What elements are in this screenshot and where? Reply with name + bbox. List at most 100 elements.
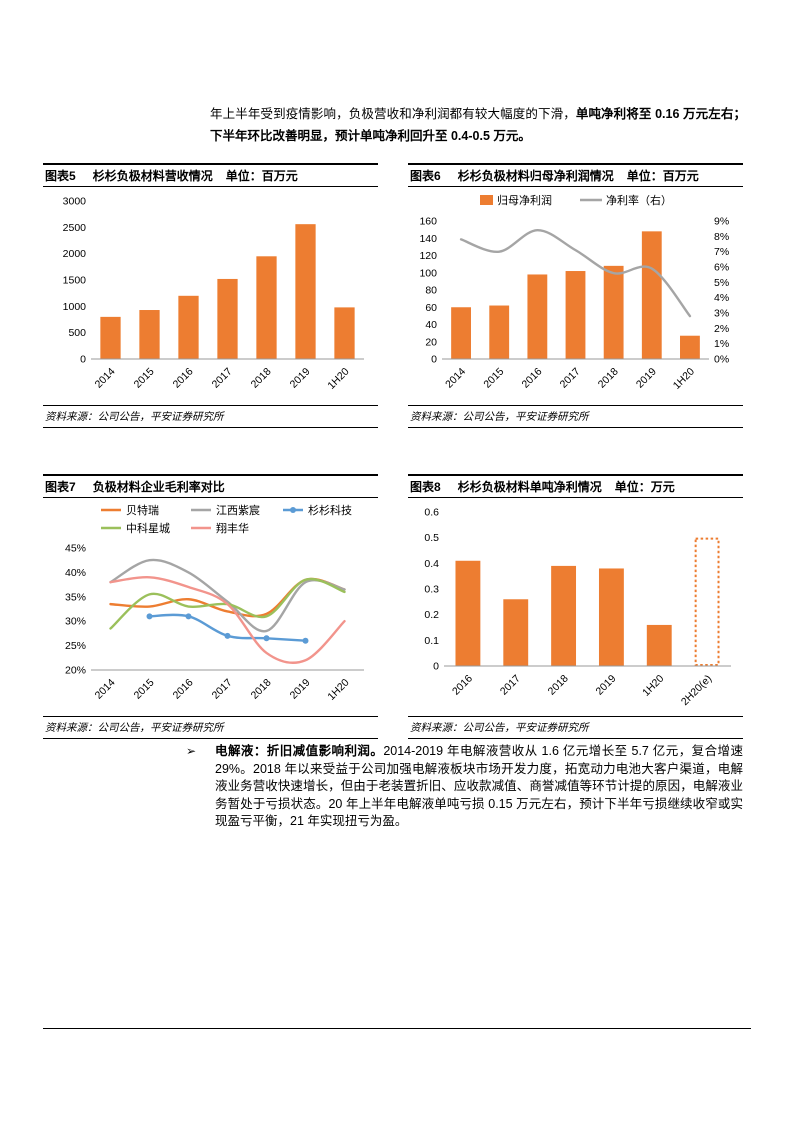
figure-5-block: 图表5 杉杉负极材料营收情况 单位：百万元 0 500 1000 1500 2000 25… — [43, 163, 378, 428]
footer-divider — [43, 1028, 751, 1029]
svg-text:归母净利润: 归母净利润 — [497, 193, 552, 207]
svg-text:7%: 7% — [714, 246, 729, 258]
svg-text:2019: 2019 — [288, 677, 313, 702]
bullet-paragraph: 电解液：折旧减值影响利润。2014-2019 年电解液营收从 1.6 亿元增长至… — [215, 743, 743, 831]
svg-text:8%: 8% — [714, 231, 729, 243]
svg-text:20: 20 — [425, 336, 437, 348]
svg-text:2016: 2016 — [450, 673, 475, 698]
figure-unit: 单位：百万元 — [225, 169, 298, 183]
svg-text:2016: 2016 — [519, 366, 544, 391]
svg-text:0.6: 0.6 — [424, 507, 439, 519]
svg-text:140: 140 — [419, 233, 437, 245]
svg-text:160: 160 — [419, 216, 437, 228]
svg-text:2000: 2000 — [63, 248, 87, 260]
svg-text:2017: 2017 — [210, 366, 235, 391]
revenue-bar-chart: 0 500 1000 1500 2000 2500 3000 2014 2015 2016 2017… — [63, 196, 364, 392]
svg-text:江西紫宸: 江西紫宸 — [216, 503, 260, 517]
svg-text:0.1: 0.1 — [424, 635, 439, 647]
figure-7-block: 图表7 负极材料企业毛利率对比 20% 25% 30% 35% 40% 45% 2014 20… — [43, 474, 378, 739]
bullet-lead: 电解液：折旧减值影响利润。 — [215, 744, 384, 758]
gross-margin-line-chart: 20% 25% 30% 35% 40% 45% 2014 2015 2016 2017 2018 20… — [65, 503, 364, 703]
figure-title: 杉杉负极材料营收情况 — [92, 169, 213, 183]
svg-text:1000: 1000 — [63, 301, 87, 313]
intro-paragraph: 年上半年受到疫情影响，负极营收和净利润都有较大幅度的下滑，单吨净利将至 0.16… — [210, 103, 746, 147]
svg-text:20%: 20% — [65, 665, 86, 677]
svg-text:翔丰华: 翔丰华 — [216, 521, 249, 535]
svg-text:中科星城: 中科星城 — [126, 521, 170, 535]
svg-text:2%: 2% — [714, 323, 729, 335]
electrolyte-bullet: ➢ 电解液：折旧减值影响利润。2014-2019 年电解液营收从 1.6 亿元增… — [186, 743, 743, 831]
svg-text:1H20: 1H20 — [671, 366, 697, 392]
svg-text:0.3: 0.3 — [424, 584, 439, 596]
figure-title: 杉杉负极材料归母净利润情况 — [457, 169, 614, 183]
svg-text:80: 80 — [425, 285, 437, 297]
svg-text:2017: 2017 — [210, 677, 235, 702]
svg-text:0.2: 0.2 — [424, 609, 439, 621]
figure-6-header: 图表6 杉杉负极材料归母净利润情况 单位：百万元 — [408, 163, 743, 187]
svg-text:100: 100 — [419, 267, 437, 279]
svg-text:4%: 4% — [714, 292, 729, 304]
svg-text:30%: 30% — [65, 616, 86, 628]
svg-text:9%: 9% — [714, 216, 729, 228]
svg-text:2018: 2018 — [546, 673, 571, 698]
svg-text:0.4: 0.4 — [424, 558, 439, 570]
svg-text:2014: 2014 — [443, 366, 468, 391]
arrow-bullet-marker: ➢ — [186, 744, 197, 758]
svg-text:2015: 2015 — [132, 366, 157, 391]
svg-text:2018: 2018 — [596, 366, 621, 391]
figure-8-header: 图表8 杉杉负极材料单吨净利情况 单位：万元 — [408, 474, 743, 498]
svg-text:40: 40 — [425, 319, 437, 331]
svg-text:净利率（右）: 净利率（右） — [606, 193, 672, 207]
net-profit-combo-chart: 0 20 40 60 80 100 120 140 160 0% 1% 2% 3% 4% 5% 6% 7% 8% 9… — [419, 193, 729, 392]
figure-6-block: 图表6 杉杉负极材料归母净利润情况 单位：百万元 0 20 40 60 80 100 120… — [408, 163, 743, 428]
svg-text:5%: 5% — [714, 277, 729, 289]
svg-text:2019: 2019 — [634, 366, 659, 391]
figure-label: 图表7 — [45, 480, 76, 494]
svg-text:2016: 2016 — [171, 366, 196, 391]
figure-8-block: 图表8 杉杉负极材料单吨净利情况 单位：万元 0 0.1 0.2 0.3 0.4 0.5 0… — [408, 474, 743, 739]
svg-text:2H20(e): 2H20(e) — [679, 673, 714, 708]
svg-text:0: 0 — [80, 354, 86, 366]
svg-text:45%: 45% — [65, 543, 86, 555]
figure-7-header: 图表7 负极材料企业毛利率对比 — [43, 474, 378, 498]
figure-5-header: 图表5 杉杉负极材料营收情况 单位：百万元 — [43, 163, 378, 187]
svg-text:2014: 2014 — [93, 366, 118, 391]
svg-text:0: 0 — [431, 354, 437, 366]
svg-text:2015: 2015 — [132, 677, 157, 702]
figure-unit: 单位：百万元 — [626, 169, 699, 183]
svg-text:40%: 40% — [65, 567, 86, 579]
svg-text:贝特瑞: 贝特瑞 — [126, 503, 159, 517]
svg-text:2017: 2017 — [498, 673, 523, 698]
svg-text:2014: 2014 — [93, 677, 118, 702]
svg-text:3%: 3% — [714, 308, 729, 320]
figure-label: 图表5 — [45, 169, 76, 183]
figure-title: 负极材料企业毛利率对比 — [92, 480, 225, 494]
svg-text:2017: 2017 — [558, 366, 583, 391]
figure-unit: 单位：万元 — [614, 480, 675, 494]
source-note: 资料来源：公司公告，平安证券研究所 — [408, 716, 743, 739]
svg-text:35%: 35% — [65, 591, 86, 603]
svg-text:2018: 2018 — [249, 366, 274, 391]
svg-text:3000: 3000 — [63, 196, 87, 208]
svg-text:0%: 0% — [714, 354, 729, 366]
svg-text:1H20: 1H20 — [640, 673, 666, 699]
svg-text:1H20: 1H20 — [325, 366, 351, 392]
figure-label: 图表8 — [410, 480, 441, 494]
bullet-body: 2014-2019 年电解液营收从 1.6 亿元增长至 5.7 亿元，复合增速 … — [215, 744, 743, 828]
figure-label: 图表6 — [410, 169, 441, 183]
svg-text:25%: 25% — [65, 640, 86, 652]
source-note: 资料来源：公司公告，平安证券研究所 — [408, 405, 743, 428]
intro-text-bold: 单吨净利将至 0.16 万元左右；下半年环比改善明显，预计单吨净利回升至 0.4… — [210, 107, 746, 143]
source-note: 资料来源：公司公告，平安证券研究所 — [43, 405, 378, 428]
svg-text:60: 60 — [425, 302, 437, 314]
figure-title: 杉杉负极材料单吨净利情况 — [457, 480, 602, 494]
svg-text:120: 120 — [419, 250, 437, 262]
svg-text:6%: 6% — [714, 262, 729, 274]
intro-text-regular: 年上半年受到疫情影响，负极营收和净利润都有较大幅度的下滑， — [210, 107, 576, 121]
svg-text:2500: 2500 — [63, 222, 87, 234]
svg-text:0: 0 — [433, 661, 439, 673]
svg-text:500: 500 — [68, 327, 86, 339]
svg-text:2018: 2018 — [249, 677, 274, 702]
svg-text:2019: 2019 — [594, 673, 619, 698]
